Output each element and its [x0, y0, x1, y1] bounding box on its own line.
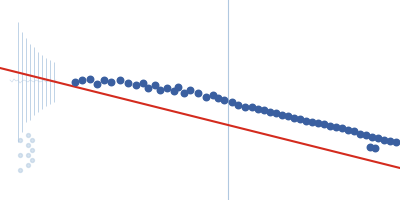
- Point: [215, 96, 221, 100]
- Point: [339, 126, 345, 130]
- Point: [117, 78, 123, 82]
- Point: [72, 80, 78, 84]
- Point: [333, 125, 339, 129]
- Point: [285, 114, 291, 118]
- Point: [140, 81, 146, 85]
- Point: [345, 128, 351, 132]
- Point: [203, 95, 209, 99]
- Point: [297, 117, 303, 121]
- Point: [164, 86, 170, 90]
- Point: [351, 129, 357, 133]
- Point: [387, 139, 393, 143]
- Point: [261, 108, 267, 112]
- Point: [157, 88, 163, 92]
- Point: [29, 158, 35, 162]
- Point: [25, 153, 31, 157]
- Point: [229, 100, 235, 104]
- Point: [195, 91, 201, 95]
- Point: [152, 83, 158, 87]
- Point: [145, 86, 151, 90]
- Point: [255, 107, 261, 111]
- Point: [29, 138, 35, 142]
- Point: [327, 124, 333, 128]
- Point: [79, 78, 85, 82]
- Point: [249, 105, 255, 109]
- Point: [273, 111, 279, 115]
- Point: [369, 135, 375, 139]
- Point: [101, 78, 107, 82]
- Point: [17, 168, 23, 172]
- Point: [210, 93, 216, 97]
- Point: [357, 132, 363, 136]
- Point: [133, 83, 139, 87]
- Point: [125, 81, 131, 85]
- Point: [29, 148, 35, 152]
- Point: [25, 143, 31, 147]
- Point: [87, 77, 93, 81]
- Point: [267, 110, 273, 114]
- Point: [25, 163, 31, 167]
- Point: [108, 80, 114, 84]
- Point: [171, 89, 177, 93]
- Point: [279, 113, 285, 117]
- Point: [17, 138, 23, 142]
- Point: [393, 140, 399, 144]
- Point: [242, 105, 248, 109]
- Point: [94, 82, 100, 86]
- Point: [235, 103, 241, 107]
- Point: [321, 122, 327, 126]
- Point: [25, 133, 31, 137]
- Point: [303, 119, 309, 123]
- Point: [291, 116, 297, 120]
- Point: [187, 88, 193, 92]
- Point: [17, 153, 23, 157]
- Point: [175, 85, 181, 89]
- Point: [315, 121, 321, 125]
- Point: [372, 146, 378, 150]
- Point: [375, 136, 381, 140]
- Point: [221, 98, 227, 102]
- Point: [367, 145, 373, 149]
- Point: [381, 138, 387, 142]
- Point: [363, 133, 369, 137]
- Point: [181, 91, 187, 95]
- Point: [309, 120, 315, 124]
